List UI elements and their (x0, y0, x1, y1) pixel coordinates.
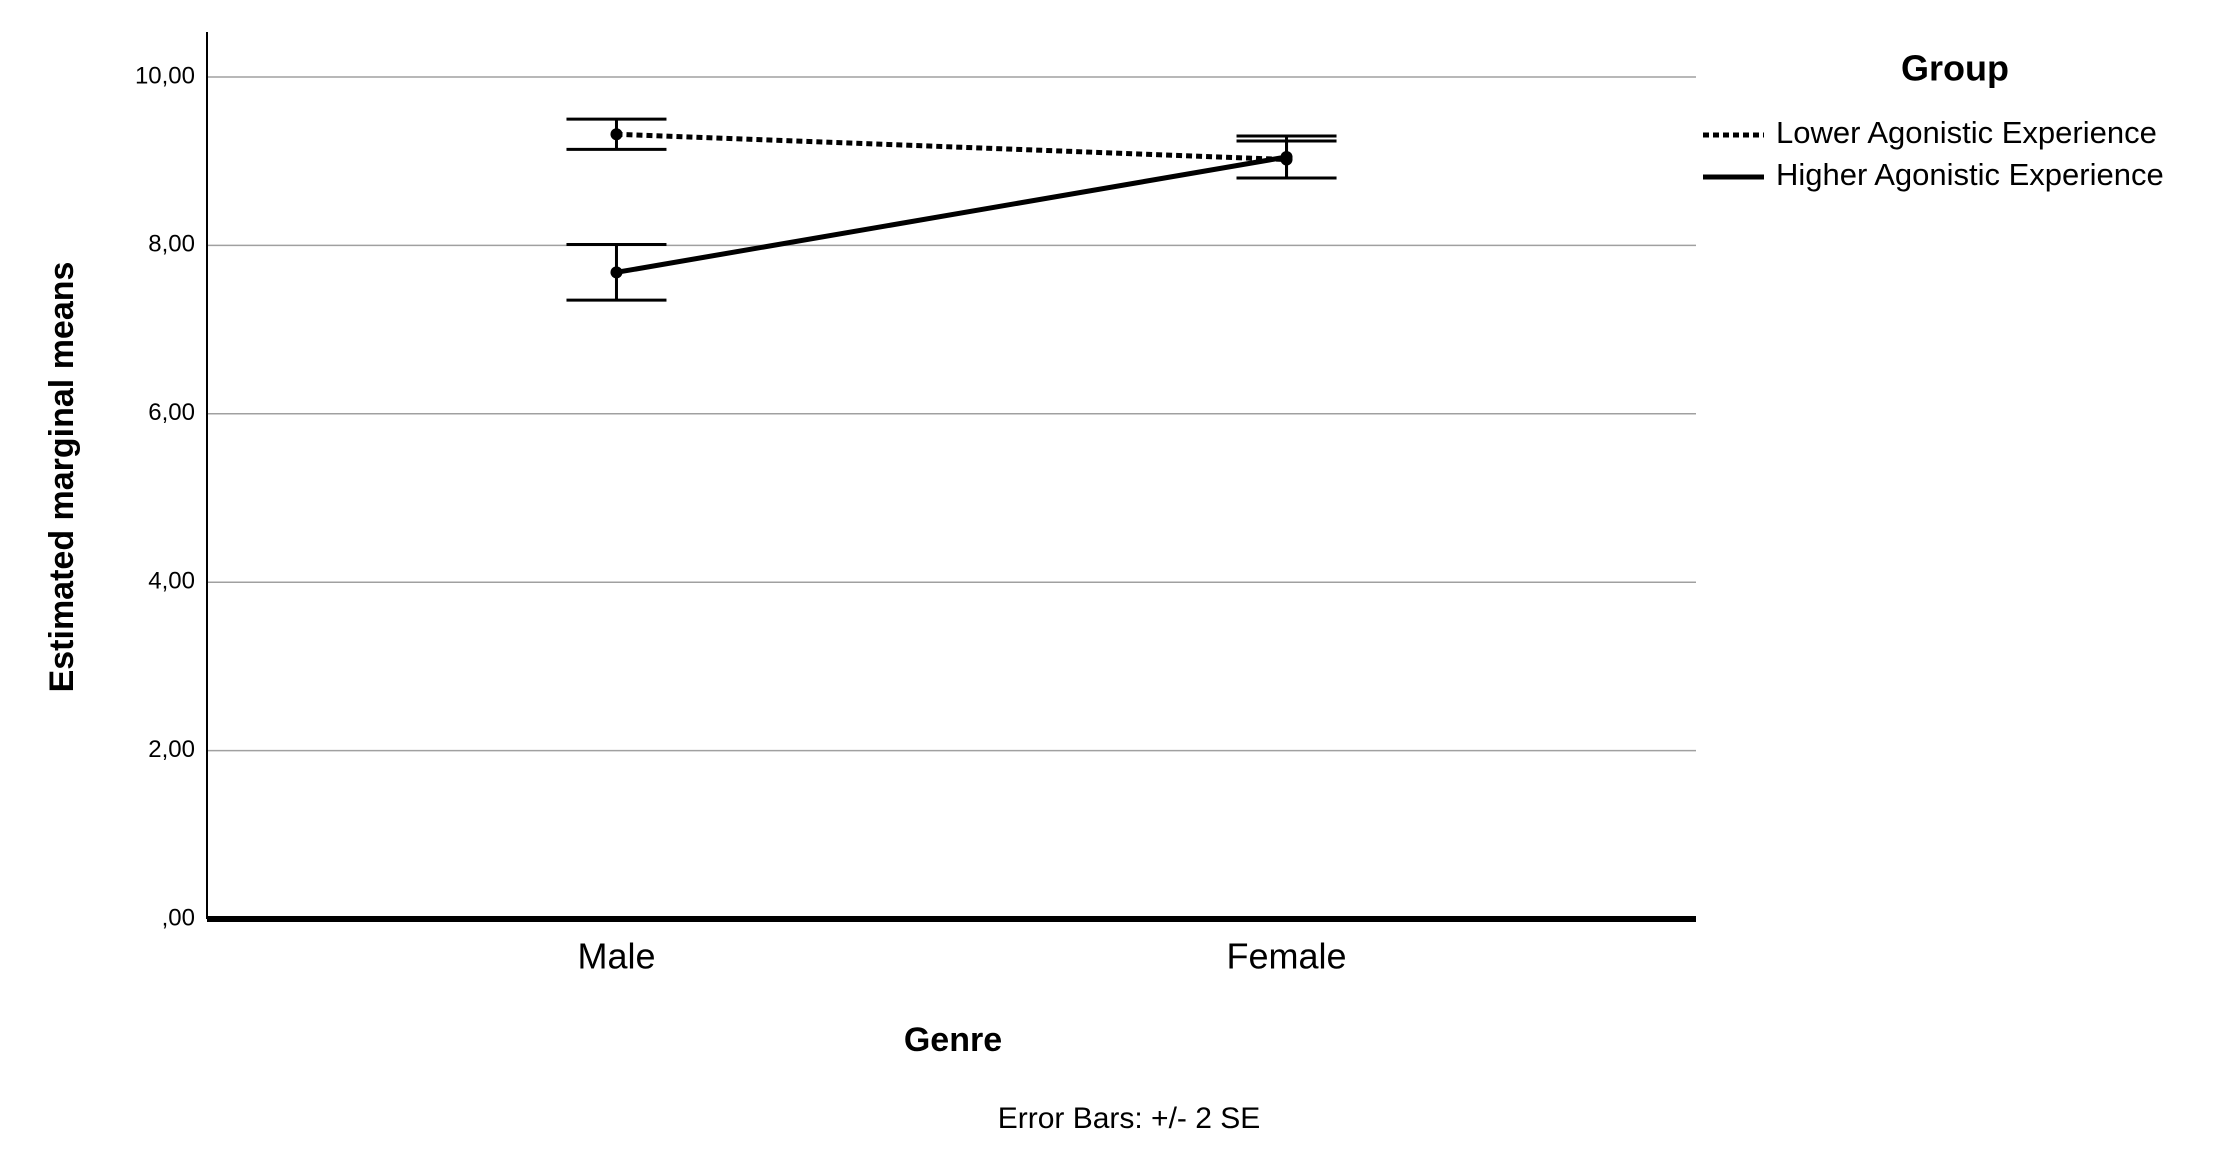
point (610, 266, 623, 279)
series-line (616, 131, 1287, 163)
y-axis-label: Estimated marginal means (43, 262, 81, 693)
x-axis-label: Genre (904, 1021, 1002, 1059)
x-tick-label: Female (1227, 936, 1347, 977)
y-tick-label: 6,00 (148, 399, 195, 426)
legend-title: Group (1901, 48, 2009, 89)
y-tick-label: ,00 (162, 904, 195, 931)
y-tick-label: 8,00 (148, 231, 195, 258)
series-line (616, 154, 1287, 275)
point (610, 128, 623, 141)
point (1280, 150, 1293, 163)
error-note: Error Bars: +/- 2 SE (998, 1102, 1261, 1135)
x-tick-label: Male (577, 936, 655, 977)
y-tick-label: 2,00 (148, 736, 195, 763)
y-tick-label: 4,00 (148, 568, 195, 595)
y-tick-label: 10,00 (135, 62, 195, 89)
legend-label: Higher Agonistic Experience (1776, 157, 2164, 192)
legend-label: Lower Agonistic Experience (1776, 115, 2157, 150)
